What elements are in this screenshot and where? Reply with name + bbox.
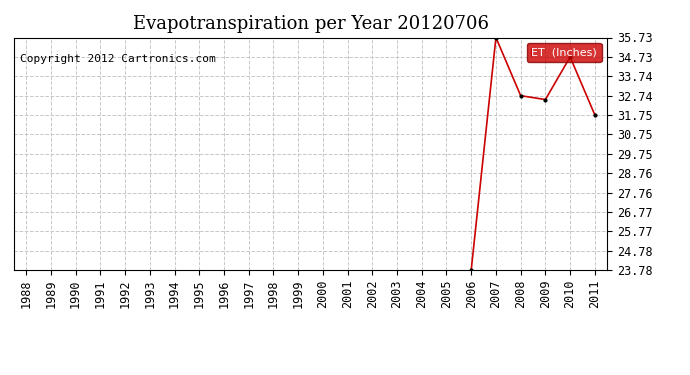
Legend: ET  (Inches): ET (Inches): [527, 43, 602, 62]
Title: Evapotranspiration per Year 20120706: Evapotranspiration per Year 20120706: [132, 15, 489, 33]
Text: Copyright 2012 Cartronics.com: Copyright 2012 Cartronics.com: [20, 54, 215, 64]
